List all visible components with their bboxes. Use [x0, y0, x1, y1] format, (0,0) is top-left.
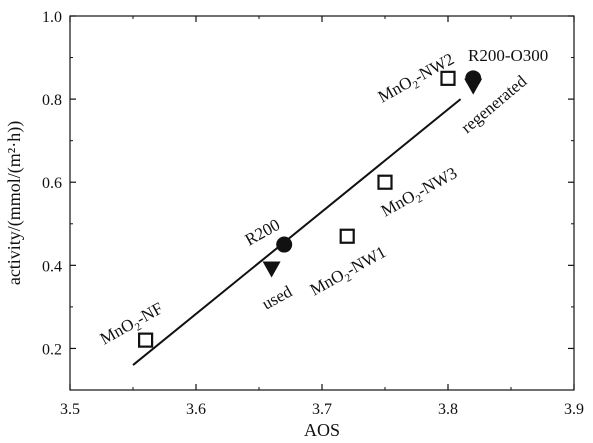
fit-line: [132, 98, 462, 366]
svg-text:MnO2-NW1: MnO2-NW1: [307, 242, 391, 302]
x-tick-labels: 3.5 3.6 3.7 3.8 3.9: [60, 401, 584, 418]
x-tick-label: 3.7: [312, 401, 332, 418]
x-tick-label: 3.8: [438, 401, 458, 418]
y-tick-label: 0.8: [42, 92, 62, 109]
open-square-marker: [339, 228, 355, 244]
open-square-marker: [377, 174, 393, 190]
svg-text:MnO2-NW3: MnO2-NW3: [378, 163, 462, 223]
data-marks: [138, 70, 483, 348]
y-tick-labels: 0.2 0.4 0.6 0.8 1.0: [42, 9, 62, 358]
x-tick-label: 3.5: [60, 401, 80, 418]
annotation-used: used: [259, 282, 296, 314]
open-square-marker: [440, 70, 456, 86]
annotation-mno2-nw1: MnO2-NW1: [307, 242, 391, 302]
filled-triangle-marker: [464, 78, 483, 95]
y-tick-label: 0.6: [42, 175, 62, 192]
annotation-mno2-nf: MnO2-NF: [97, 299, 168, 352]
annotation-mno2-nw3: MnO2-NW3: [378, 163, 462, 223]
filled-triangle-marker: [262, 261, 281, 278]
x-tick-label: 3.9: [564, 401, 584, 418]
filled-circle-marker: [276, 236, 293, 253]
y-axis-title: activity/(mmol/(m²·h)): [4, 121, 25, 285]
fit-line-group: [132, 98, 462, 366]
open-square-marker: [138, 332, 154, 348]
x-tick-label: 3.6: [186, 401, 206, 418]
y-tick-label: 0.2: [42, 341, 62, 358]
y-tick-label: 0.4: [42, 258, 62, 275]
svg-text:MnO2-NF: MnO2-NF: [97, 299, 168, 352]
x-axis-title: AOS: [304, 420, 340, 440]
y-tick-label: 1.0: [42, 9, 62, 26]
axis-ticks: [69, 15, 575, 391]
annotation-r200-o300: R200-O300: [468, 46, 548, 65]
